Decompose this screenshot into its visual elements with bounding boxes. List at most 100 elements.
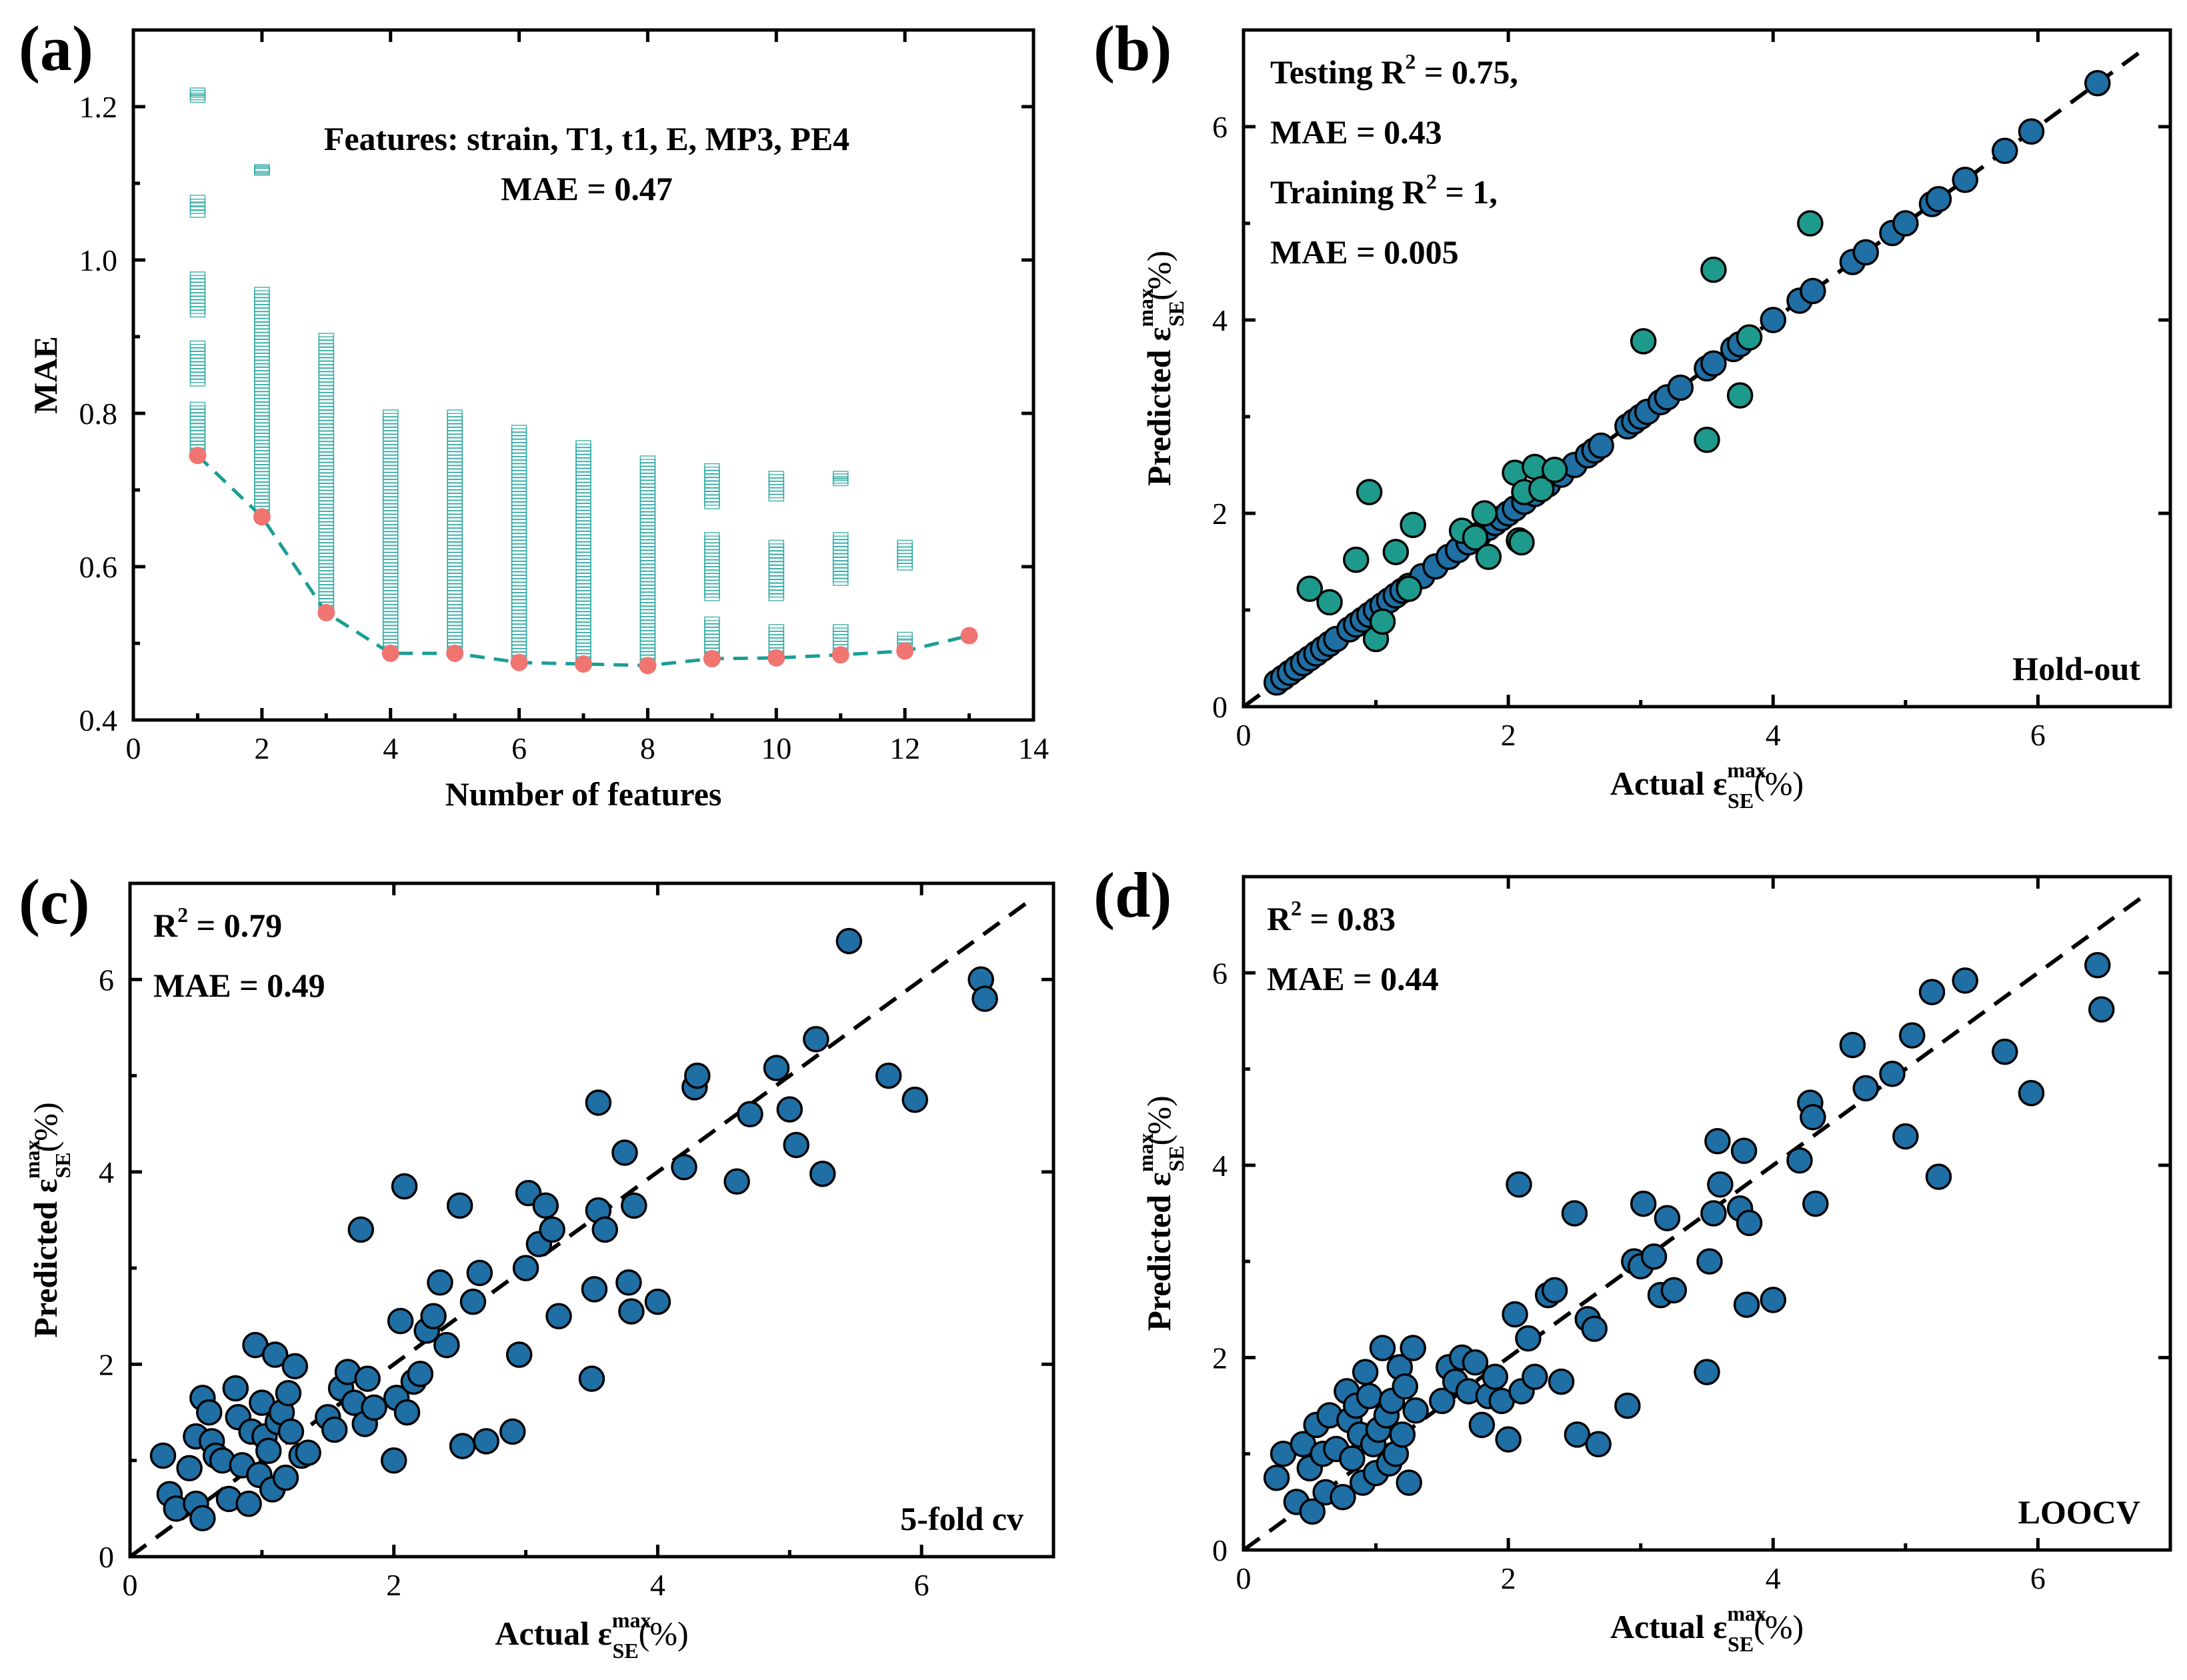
data-point bbox=[433, 1331, 460, 1359]
data-point bbox=[1541, 457, 1568, 483]
best-mae-point bbox=[896, 642, 914, 660]
data-point bbox=[585, 1089, 612, 1116]
combo-marker bbox=[318, 333, 335, 341]
y-tick-label: 6 bbox=[1212, 110, 1228, 144]
combo-cloud bbox=[575, 440, 591, 668]
data-point bbox=[499, 1418, 526, 1445]
x-tick-label: 0 bbox=[126, 731, 141, 765]
data-point bbox=[255, 1437, 282, 1465]
training-r2-annotation: Training R2 = 1, bbox=[1270, 169, 1498, 211]
data-point bbox=[835, 927, 863, 955]
data-point bbox=[361, 1394, 387, 1421]
y-axis-title: Predicted εmax SE(%) bbox=[20, 1102, 75, 1337]
r2-annotation: R2 = 0.79 bbox=[153, 903, 282, 944]
combo-marker bbox=[511, 425, 527, 433]
combo-marker bbox=[704, 463, 720, 471]
combo-marker bbox=[189, 271, 206, 279]
parity-line bbox=[1242, 894, 2146, 1552]
x-tick-label: 4 bbox=[383, 731, 398, 765]
combo-cloud bbox=[897, 539, 913, 655]
data-point bbox=[1614, 1392, 1641, 1419]
y-tick-label: 0 bbox=[1212, 1533, 1228, 1567]
combo-cloud bbox=[704, 463, 720, 663]
combo-marker bbox=[189, 87, 206, 95]
data-point bbox=[1707, 1171, 1734, 1198]
data-point bbox=[449, 1433, 476, 1459]
data-point bbox=[277, 1418, 305, 1445]
data-point bbox=[1760, 1287, 1787, 1313]
data-point bbox=[1700, 350, 1727, 377]
panel-b: 0 2 4 6 0 2 4 6 (b) Actual εmax SE(%) Predicted εma… bbox=[1094, 13, 2172, 813]
combo-marker bbox=[832, 532, 849, 540]
data-point bbox=[391, 1173, 418, 1200]
data-point bbox=[2018, 118, 2045, 145]
y-axis-title: Predicted εmax SE(%) bbox=[1134, 1095, 1188, 1331]
data-point bbox=[393, 1399, 421, 1426]
data-point bbox=[1802, 1190, 1829, 1217]
data-point bbox=[532, 1192, 559, 1219]
data-point bbox=[1704, 1128, 1731, 1155]
combo-marker bbox=[575, 440, 591, 448]
data-point bbox=[1733, 1291, 1760, 1318]
data-point bbox=[618, 1298, 645, 1325]
x-tick-label: 6 bbox=[2030, 1561, 2046, 1595]
y-tick-label: 2 bbox=[1212, 1341, 1228, 1375]
data-point bbox=[1356, 1383, 1383, 1409]
data-point bbox=[1660, 1277, 1688, 1304]
best-mae-point bbox=[639, 657, 657, 675]
data-point bbox=[1482, 1363, 1509, 1391]
panel-label: (c) bbox=[19, 866, 90, 937]
data-point bbox=[235, 1490, 262, 1517]
data-point bbox=[420, 1303, 447, 1330]
combo-marker bbox=[768, 624, 785, 632]
series-loocv bbox=[1263, 951, 2115, 1525]
data-point bbox=[1588, 432, 1614, 459]
x-tick-label: 4 bbox=[1766, 718, 1781, 752]
data-point bbox=[189, 1505, 216, 1532]
series-training bbox=[1263, 70, 2111, 696]
mae-annotation: MAE = 0.49 bbox=[153, 967, 325, 1004]
combo-cloud bbox=[254, 164, 270, 521]
data-point bbox=[971, 985, 998, 1012]
data-point bbox=[1640, 1243, 1668, 1270]
x-tick-label: 0 bbox=[1236, 1561, 1252, 1595]
method-label: Hold-out bbox=[2012, 650, 2140, 687]
y-tick-label: 6 bbox=[1212, 956, 1228, 990]
data-point bbox=[1471, 500, 1498, 527]
data-point bbox=[1892, 210, 1919, 237]
data-point bbox=[275, 1379, 302, 1407]
combo-cloud bbox=[382, 409, 399, 657]
data-point bbox=[1392, 1373, 1419, 1400]
data-point bbox=[875, 1062, 902, 1089]
data-point bbox=[1429, 1387, 1456, 1415]
plot-frame bbox=[1242, 875, 2172, 1552]
data-point bbox=[1899, 1022, 1926, 1049]
x-tick-label: 6 bbox=[2030, 718, 2046, 752]
combo-marker bbox=[832, 478, 849, 487]
y-tick-label: 1.0 bbox=[79, 243, 118, 277]
data-point bbox=[783, 1131, 809, 1159]
combo-marker bbox=[639, 455, 656, 463]
data-point bbox=[1700, 1200, 1727, 1227]
combo-marker bbox=[897, 539, 913, 548]
data-point bbox=[1925, 1163, 1952, 1190]
best-mae-point bbox=[703, 650, 721, 667]
data-point bbox=[2018, 1079, 2045, 1107]
data-point bbox=[1852, 1075, 1880, 1102]
x-tick-label: 14 bbox=[1018, 731, 1049, 765]
data-point bbox=[684, 1062, 711, 1089]
x-tick-label: 2 bbox=[1501, 718, 1516, 752]
data-point bbox=[1694, 1359, 1720, 1385]
data-point bbox=[723, 1168, 750, 1195]
combo-cloud bbox=[447, 409, 463, 657]
data-point bbox=[1696, 1248, 1723, 1275]
combo-marker bbox=[768, 539, 785, 548]
best-mae-point bbox=[831, 646, 849, 664]
data-point bbox=[1581, 1315, 1608, 1342]
data-point bbox=[512, 1255, 539, 1281]
data-point bbox=[1356, 479, 1383, 505]
data-point bbox=[578, 1365, 605, 1392]
data-point bbox=[281, 1353, 309, 1380]
data-point bbox=[615, 1269, 642, 1296]
data-point bbox=[1330, 1483, 1356, 1511]
